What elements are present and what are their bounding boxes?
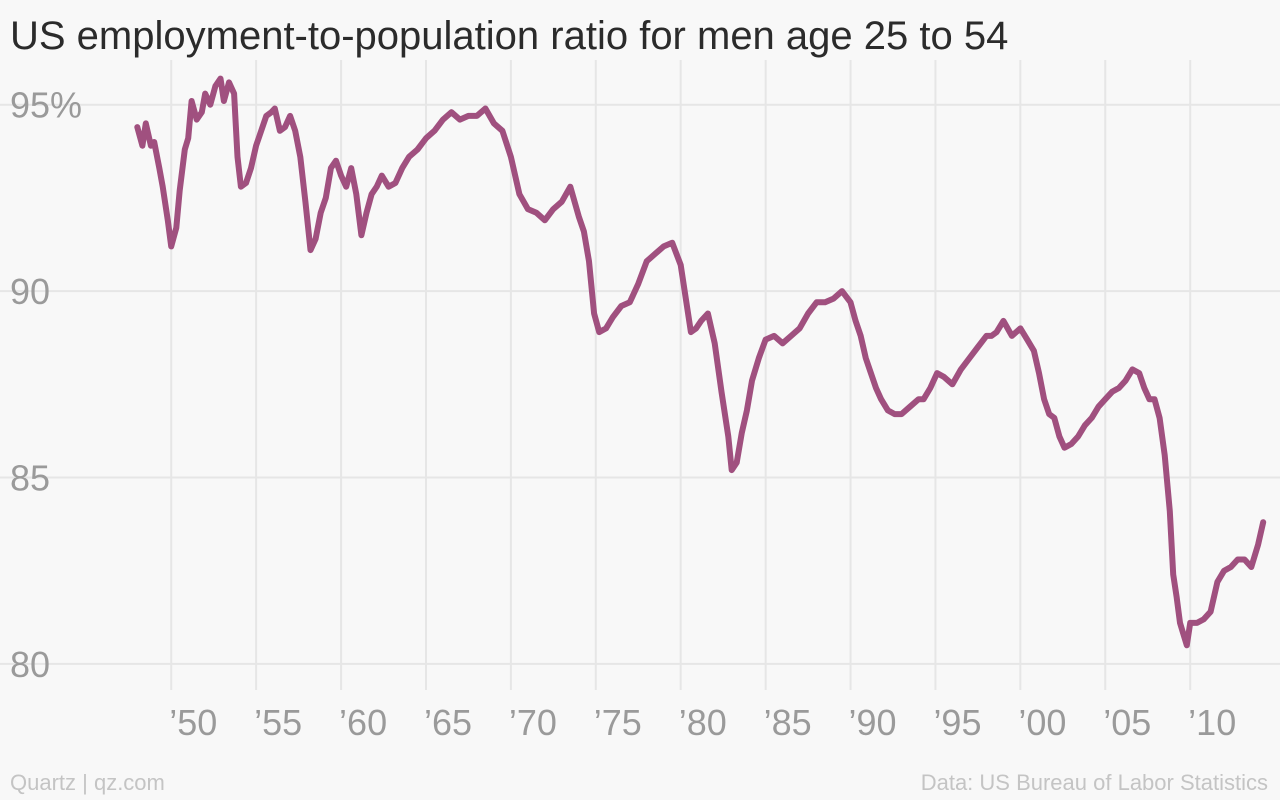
y-axis-ticks: 95% 90 85 80: [10, 85, 82, 685]
y-tick-label: 90: [10, 271, 50, 312]
x-tick-label: ’10: [1188, 702, 1236, 743]
x-tick-label: ’80: [679, 702, 727, 743]
y-tick-label: 85: [10, 458, 50, 499]
x-tick-label: ’60: [339, 702, 387, 743]
x-tick-label: ’65: [424, 702, 472, 743]
y-gridlines: [0, 103, 1280, 665]
x-tick-label: ’50: [169, 702, 217, 743]
series-group: [134, 75, 1267, 649]
y-tick-label: 95%: [10, 85, 82, 126]
x-tick-label: ’75: [594, 702, 642, 743]
x-tick-label: ’00: [1018, 702, 1066, 743]
x-tick-label: ’05: [1103, 702, 1151, 743]
x-tick-label: ’55: [254, 702, 302, 743]
x-axis-ticks: ’50 ’55 ’60 ’65 ’70 ’75 ’80 ’85 ’90 ’95 ’00 ’05 ’10: [169, 702, 1236, 743]
x-tick-label: ’85: [764, 702, 812, 743]
x-tick-label: ’90: [849, 702, 897, 743]
x-tick-label: ’95: [933, 702, 981, 743]
y-tick-label: 80: [10, 644, 50, 685]
footer-source-left: Quartz | qz.com: [10, 770, 165, 795]
chart-title: US employment-to-population ratio for me…: [10, 14, 1009, 58]
x-tick-label: ’70: [509, 702, 557, 743]
series-line: [134, 75, 1267, 649]
footer-source-right: Data: US Bureau of Labor Statistics: [920, 770, 1268, 795]
